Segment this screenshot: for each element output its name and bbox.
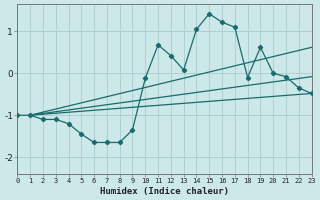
X-axis label: Humidex (Indice chaleur): Humidex (Indice chaleur) <box>100 187 229 196</box>
